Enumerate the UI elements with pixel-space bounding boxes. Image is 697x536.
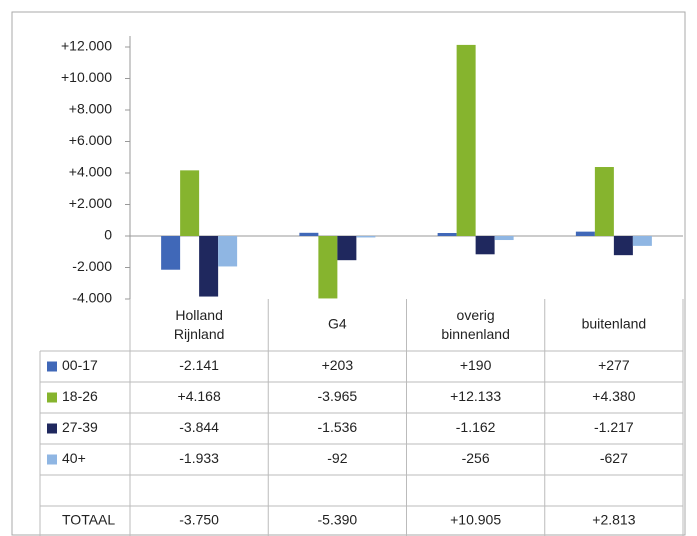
table-value: +4.168 [178, 388, 221, 404]
y-tick-label: +8.000 [69, 101, 112, 117]
legend-key [47, 423, 57, 434]
table-value: +4.380 [592, 388, 635, 404]
bar [437, 233, 457, 236]
category-label: overig binnenland [441, 307, 510, 342]
bar [161, 236, 181, 270]
y-tick-label: -2.000 [72, 258, 112, 274]
chart-frame [11, 11, 686, 536]
bar [494, 236, 514, 241]
y-tick-label: 0 [104, 227, 112, 243]
y-tick-label: +10.000 [61, 69, 112, 85]
totals-value: +2.813 [592, 512, 635, 528]
bar [632, 236, 652, 246]
table-value: -1.933 [179, 450, 219, 466]
bar [337, 236, 357, 261]
table-value: -627 [600, 450, 628, 466]
totals-value: +10.905 [450, 512, 501, 528]
category-label: G4 [328, 316, 347, 332]
bar [475, 236, 495, 255]
y-tick-label: +12.000 [61, 38, 112, 54]
legend-label: 40+ [62, 450, 86, 466]
legend-label: 00-17 [62, 357, 98, 373]
y-tick-label: -4.000 [72, 290, 112, 306]
table-value: +277 [598, 357, 630, 373]
bar [456, 44, 476, 237]
table-value: -256 [462, 450, 490, 466]
totals-value: -3.750 [179, 512, 219, 528]
totals-value: -5.390 [318, 512, 358, 528]
table-value: -3.965 [318, 388, 358, 404]
bar [613, 236, 633, 256]
y-tick-label: +6.000 [69, 132, 112, 148]
table-value: -92 [327, 450, 347, 466]
legend-label: 18-26 [62, 388, 98, 404]
bar [180, 170, 200, 236]
table-value: -1.217 [594, 419, 634, 435]
bar [299, 232, 319, 236]
bar [218, 236, 238, 267]
bar [356, 236, 376, 238]
legend-key [47, 392, 57, 403]
table-value: -1.162 [456, 419, 496, 435]
category-label: Holland Rijnland [174, 307, 225, 342]
legend-label: 27-39 [62, 419, 98, 435]
bar [594, 167, 614, 236]
y-tick-label: +4.000 [69, 164, 112, 180]
totals-label: TOTAAL [62, 512, 115, 528]
bar [575, 231, 595, 236]
table-value: +190 [460, 357, 492, 373]
table-value: -2.141 [179, 357, 219, 373]
legend-key [47, 454, 57, 465]
legend-key [47, 361, 57, 372]
category-label: buitenland [582, 316, 647, 332]
table-value: +12.133 [450, 388, 501, 404]
table-value: -3.844 [179, 419, 219, 435]
y-tick-label: +2.000 [69, 195, 112, 211]
table-value: +203 [322, 357, 354, 373]
table-value: -1.536 [318, 419, 358, 435]
bar [318, 236, 338, 299]
bar [199, 236, 219, 297]
